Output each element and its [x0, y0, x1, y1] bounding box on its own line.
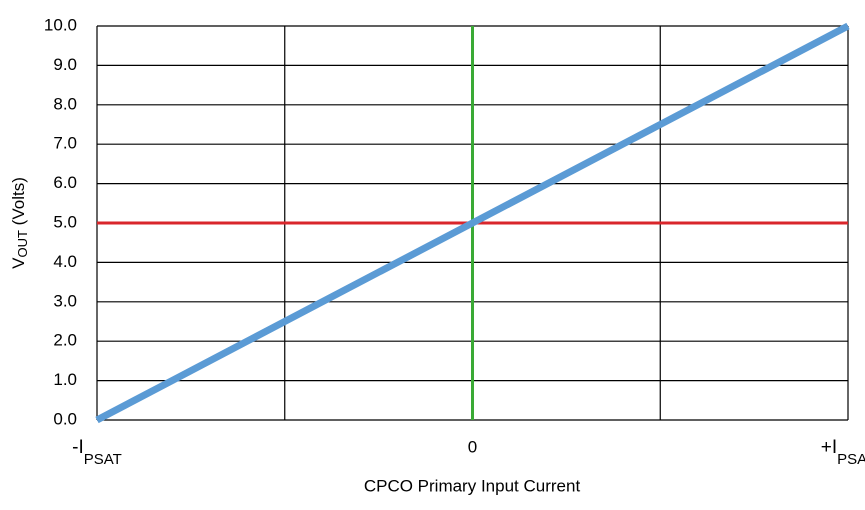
- x-tick-label-main: +I: [821, 437, 837, 458]
- x-tick-label-sub: PSAT: [837, 451, 865, 468]
- x-tick-label-main: -I: [72, 437, 84, 458]
- y-tick-label: 2.0: [53, 331, 77, 350]
- y-tick-label: 4.0: [53, 252, 77, 271]
- y-tick-label: 3.0: [53, 291, 77, 310]
- y-axis-label: VOUT (Volts): [9, 177, 30, 269]
- x-axis-label: CPCO Primary Input Current: [364, 476, 581, 495]
- series-line: [95, 22, 850, 424]
- y-tick-label: 5.0: [53, 212, 77, 231]
- y-tick-label: 7.0: [53, 134, 77, 153]
- x-tick-label-sub: PSAT: [84, 451, 122, 468]
- y-axis-label-unit: (Volts): [9, 177, 28, 230]
- x-tick-label: 0: [468, 437, 477, 456]
- y-axis-label-sub: OUT: [15, 230, 30, 258]
- x-tick-label: -IPSAT: [72, 437, 122, 468]
- y-tick-label: 9.0: [53, 55, 77, 74]
- y-axis-label-main: V: [9, 257, 28, 269]
- y-tick-label: 10.0: [44, 15, 77, 34]
- x-tick-label: +IPSAT: [821, 437, 865, 468]
- y-tick-label: 8.0: [53, 94, 77, 113]
- y-tick-label: 0.0: [53, 409, 77, 428]
- y-tick-label: 6.0: [53, 173, 77, 192]
- y-tick-label: 1.0: [53, 370, 77, 389]
